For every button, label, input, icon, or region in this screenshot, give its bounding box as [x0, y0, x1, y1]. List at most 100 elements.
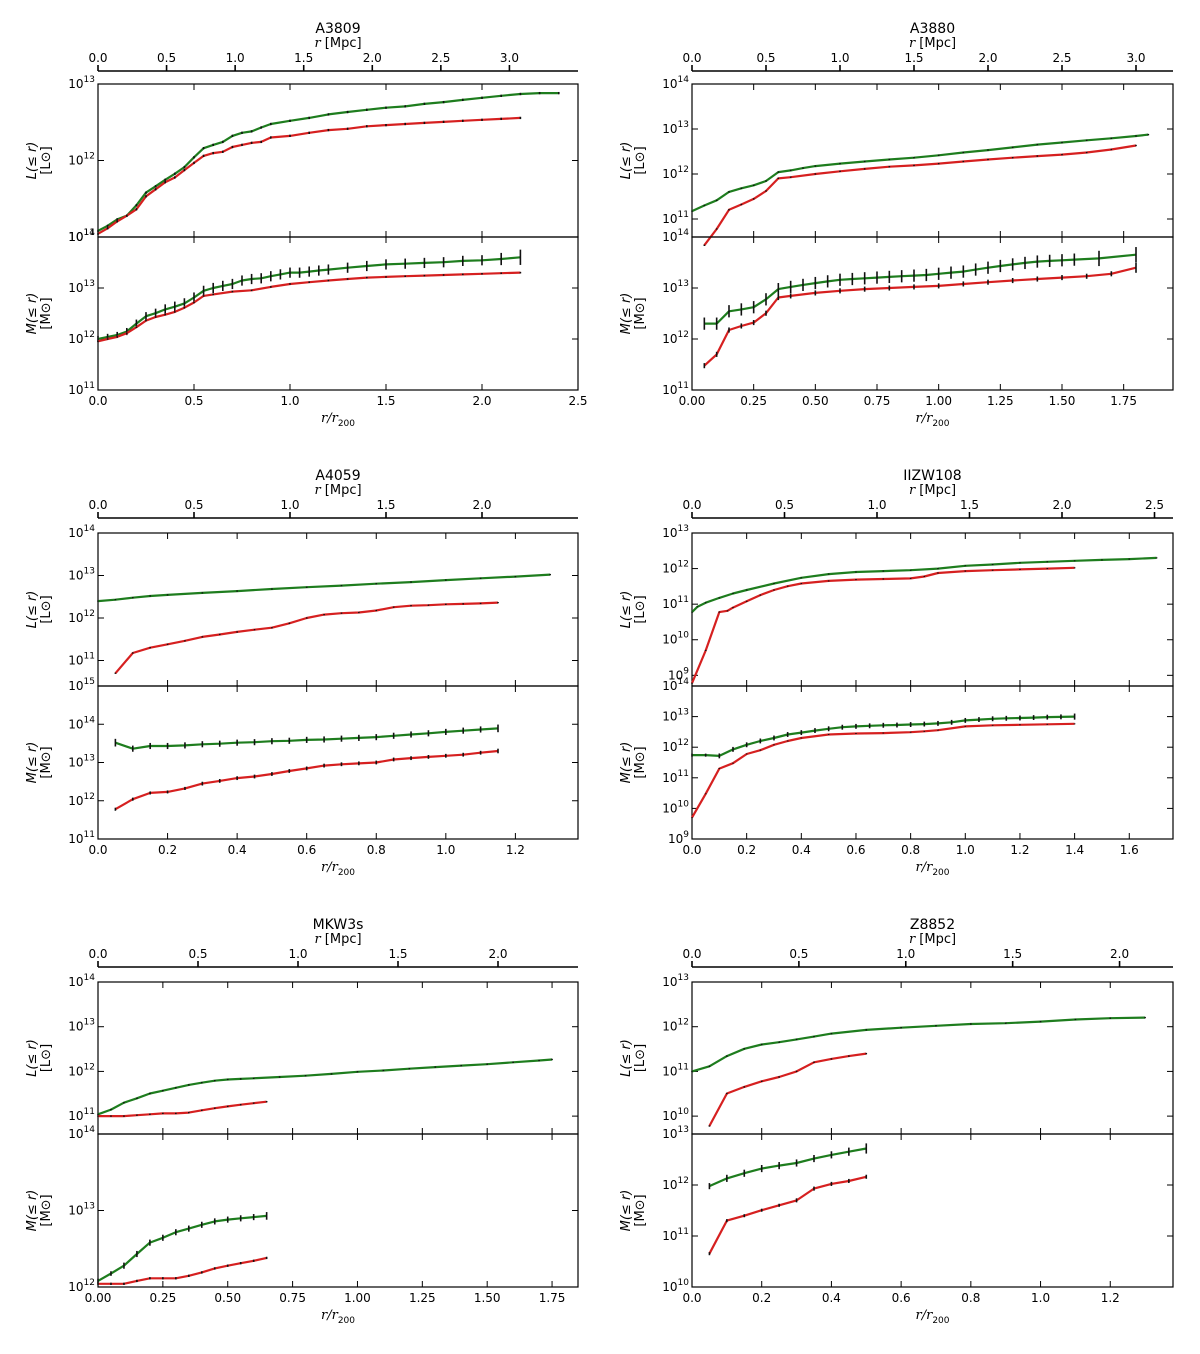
y-tick-label: 1012: [68, 792, 95, 808]
x-tick-label: 1.25: [987, 394, 1014, 408]
y-tick-label: 1014: [68, 524, 95, 540]
mass-ylabel: M(≤ r): [619, 293, 634, 335]
x-tick-label: 0.8: [367, 843, 386, 857]
luminosity-yunit: [L⊙]: [39, 1044, 54, 1072]
luminosity-series-red: [97, 1100, 268, 1118]
x-tick-label: 2.5: [568, 394, 587, 408]
top-tick-label: 2.0: [488, 947, 507, 961]
luminosity-series-green: [97, 573, 551, 603]
top-tick-label: 1.0: [288, 947, 307, 961]
x-tick-label: 0.0: [88, 394, 107, 408]
top-tick-label: 0.0: [88, 51, 107, 65]
x-axis-label: r/r200: [916, 860, 950, 878]
mass-ylabel: M(≤ r): [25, 742, 40, 784]
x-tick-label: 1.0: [956, 843, 975, 857]
mass-panel: 1011 1012 1013 1014 1015 M(≤ r) [M⊙]: [25, 677, 579, 846]
y-tick-label: 1011: [662, 1062, 689, 1078]
luminosity-line-green: [691, 556, 1157, 613]
y-tick-label: 1011: [662, 595, 689, 611]
x-tick-label: 1.50: [474, 1291, 501, 1305]
top-tick-label: 2.0: [1110, 947, 1129, 961]
mass-line-red: [691, 722, 1075, 819]
mass-panel-frame: [97, 236, 579, 391]
mass-panel-frame: [97, 1133, 579, 1288]
luminosity-panel-frame: [97, 83, 579, 238]
x-tick-label: 0.0: [88, 843, 107, 857]
luminosity-series-red: [690, 566, 1076, 684]
top-tick-label: 0.5: [184, 498, 203, 512]
mass-yunit: [M⊙]: [39, 1194, 54, 1226]
y-tick-label: 1013: [662, 1125, 689, 1141]
mass-panel-frame: [691, 685, 1174, 840]
x-tick-label: 1.25: [409, 1291, 436, 1305]
x-tick-label: 1.0: [1031, 1291, 1050, 1305]
chart-title: A3880: [910, 21, 955, 37]
x-axis-label: r/r200: [916, 1308, 950, 1326]
luminosity-line-red: [97, 116, 521, 235]
y-tick-label: 1012: [662, 1018, 689, 1034]
y-tick-label: 1014: [662, 677, 689, 693]
top-axis-label: r [Mpc]: [314, 483, 361, 498]
top-axis-label: r [Mpc]: [909, 483, 956, 498]
top-tick-label: 1.5: [960, 498, 979, 512]
y-tick-label: 1013: [662, 120, 689, 136]
luminosity-line-green: [97, 1058, 553, 1116]
mass-panel: 1011 1012 1013 1014 M(≤ r) [M⊙]: [25, 228, 579, 397]
x-tick-label: 0.2: [158, 843, 177, 857]
x-tick-label: 0.5: [184, 394, 203, 408]
x-tick-label: 0.0: [682, 1291, 701, 1305]
mass-series-red: [708, 1174, 868, 1256]
luminosity-line-green: [97, 91, 559, 232]
x-tick-label: 0.50: [214, 1291, 241, 1305]
top-tick-label: 3.0: [1126, 51, 1145, 65]
top-axis-label: r [Mpc]: [909, 932, 956, 947]
luminosity-ylabel: L(≤ r): [619, 142, 634, 180]
top-tick-label: 3.0: [500, 51, 519, 65]
x-tick-label: 1.0: [280, 394, 299, 408]
luminosity-series-green: [691, 1016, 1146, 1073]
y-tick-label: 1012: [68, 1062, 95, 1078]
chart-title: MKW3s: [313, 917, 364, 933]
luminosity-ylabel: L(≤ r): [25, 591, 40, 629]
x-tick-label: 2.0: [472, 394, 491, 408]
y-tick-label: 1011: [662, 1227, 689, 1243]
x-axis-label: r/r200: [321, 411, 355, 429]
mass-panel: 1011 1012 1013 1014 M(≤ r) [M⊙]: [619, 228, 1174, 397]
chart-title: A3809: [315, 21, 360, 37]
x-tick-label: 0.2: [752, 1291, 771, 1305]
y-tick-label: 1011: [662, 210, 689, 226]
mass-line-green: [704, 253, 1137, 325]
y-tick-label: 1010: [662, 1107, 689, 1123]
y-tick-label: 1012: [68, 330, 95, 346]
top-tick-label: 1.5: [376, 498, 395, 512]
luminosity-panel: 1011 1012 1013 L(≤ r) [L⊙]: [25, 75, 579, 244]
mass-yunit: [M⊙]: [633, 297, 648, 329]
luminosity-yunit: [L⊙]: [633, 1044, 648, 1072]
mass-panel-frame: [691, 1133, 1174, 1288]
luminosity-yunit: [L⊙]: [633, 146, 648, 174]
luminosity-panel: 1011 1012 1013 1014 L(≤ r) [L⊙]: [25, 524, 579, 687]
mass-yunit: [M⊙]: [39, 297, 54, 329]
top-tick-label: 0.5: [756, 51, 775, 65]
mass-series-red: [703, 262, 1137, 369]
luminosity-ylabel: L(≤ r): [25, 142, 40, 180]
top-tick-label: 0.0: [682, 947, 701, 961]
x-tick-label: 1.0: [436, 843, 455, 857]
x-axis-label: r/r200: [321, 860, 355, 878]
y-tick-label: 1015: [68, 677, 95, 693]
chart-title: IIZW108: [903, 468, 961, 484]
mass-yunit: [M⊙]: [633, 746, 648, 778]
y-tick-label: 1013: [68, 1202, 95, 1218]
y-tick-label: 1010: [662, 1278, 689, 1294]
y-tick-label: 1012: [662, 560, 689, 576]
luminosity-series-green: [97, 1058, 553, 1116]
y-tick-label: 1011: [662, 381, 689, 397]
mass-series-red: [691, 722, 1076, 819]
luminosity-line-green: [691, 133, 1149, 213]
y-tick-label: 1013: [662, 708, 689, 724]
x-tick-label: 1.2: [1010, 843, 1029, 857]
top-tick-label: 2.5: [431, 51, 450, 65]
luminosity-panel: 1011 1012 1013 1014 L(≤ r) [L⊙]: [619, 75, 1174, 247]
